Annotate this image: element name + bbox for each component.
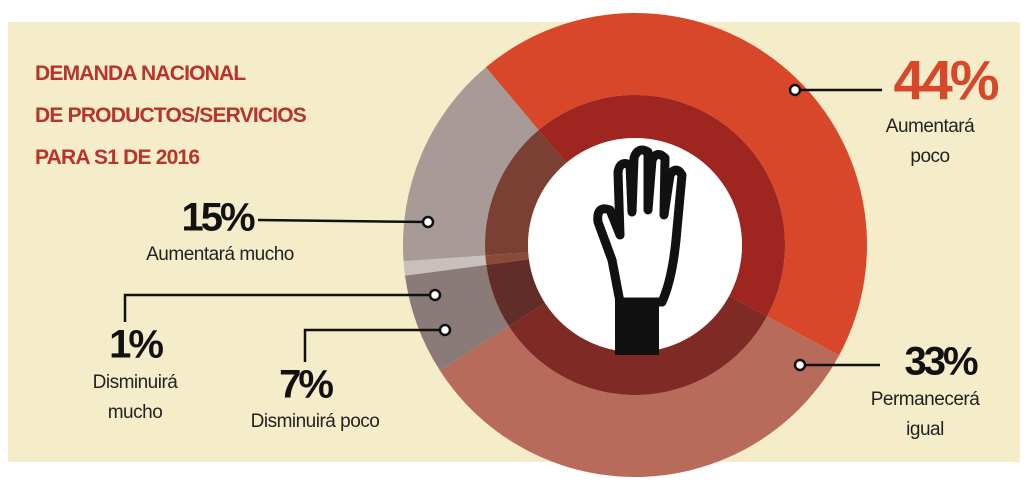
- leader-line: [257, 218, 429, 224]
- donut-outer-segment: [485, 12, 867, 356]
- donut-inner-segment: [485, 252, 529, 265]
- category-label: Disminuirá mucho: [92, 372, 178, 423]
- donut-outer-segment: [439, 316, 840, 477]
- hand-icon: [593, 145, 687, 355]
- category-label: Permanecerá igual: [870, 389, 980, 440]
- category-label: Disminuirá poco: [250, 411, 380, 432]
- donut-inner-segment: [508, 295, 767, 395]
- leader-dot: [438, 323, 452, 337]
- data-label: 1%: [109, 322, 164, 367]
- leader-dot: [793, 358, 807, 372]
- data-label: 7%: [279, 362, 334, 407]
- data-label: 44%: [893, 48, 999, 112]
- leader-dot: [788, 83, 802, 97]
- chart-title: DEMANDA NACIONAL: [35, 62, 246, 85]
- donut-outer-segment: [403, 255, 487, 276]
- leader-line: [303, 328, 445, 362]
- chart-title: DE PRODUCTOS/SERVICIOS: [35, 104, 307, 127]
- category-label: Aumentará poco: [885, 116, 975, 167]
- sleeve: [615, 300, 659, 355]
- hand: [593, 145, 687, 307]
- chart-title: PARA S1 DE 2016: [35, 146, 200, 169]
- category-label: Aumentará mucho: [146, 244, 294, 265]
- data-label: 33%: [904, 339, 978, 384]
- data-label: 15%: [181, 195, 255, 240]
- donut-inner-segment: [485, 130, 567, 256]
- leader-line: [123, 293, 435, 322]
- leader-dot: [428, 288, 442, 302]
- donut-outer-segment: [403, 67, 539, 262]
- donut-inner-segment: [486, 259, 546, 327]
- leader-dot: [421, 215, 435, 229]
- donut-inner-segment: [538, 95, 785, 317]
